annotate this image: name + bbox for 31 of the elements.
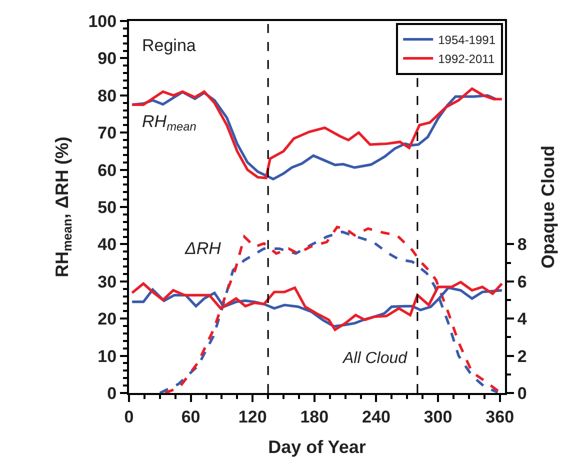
y2-tick-label: 2 [517,346,527,366]
x-tick-label: 120 [238,407,267,426]
x-tick-label: 240 [362,407,390,426]
x-tick-label: 0 [124,407,134,426]
y-tick-label: 40 [98,235,117,254]
y2-tick-label: 8 [517,235,527,254]
annotation: Regina [142,36,196,55]
legend-label: 1954-1991 [438,33,496,48]
annotation: ΔRH [184,239,222,258]
y-tick-label: 20 [98,310,117,329]
y-tick-label: 30 [98,272,117,292]
y-tick-label: 80 [98,86,117,106]
y2-tick-label: 0 [517,384,527,403]
x-axis-title: Day of Year [268,437,366,457]
y2-axis-title: Opaque Cloud [538,146,558,268]
legend-label: 1992-2011 [438,52,495,66]
y-tick-label: 0 [107,384,117,403]
y2-tick-label: 6 [517,272,527,292]
annotation: RH$_{mean}$ [142,112,197,134]
x-tick-label: 180 [300,407,329,426]
annotation: All Cloud [342,350,408,367]
x-tick-label: 360 [486,407,514,426]
y-tick-label: 90 [98,49,117,68]
y-tick-label: 100 [88,12,117,31]
y-tick-label: 50 [98,198,117,217]
y-tick-label: 70 [98,124,117,143]
y-tick-label: 60 [98,160,117,180]
y-tick-label: 10 [98,346,117,366]
x-tick-label: 300 [424,407,452,426]
y2-tick-label: 4 [517,310,528,329]
x-tick-label: 60 [181,407,200,426]
